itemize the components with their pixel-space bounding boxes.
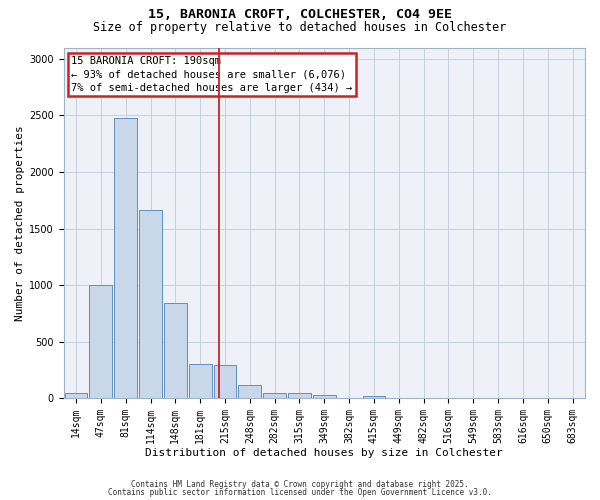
X-axis label: Distribution of detached houses by size in Colchester: Distribution of detached houses by size … <box>145 448 503 458</box>
Bar <box>164 304 187 398</box>
Text: Contains HM Land Registry data © Crown copyright and database right 2025.: Contains HM Land Registry data © Crown c… <box>131 480 469 489</box>
Bar <box>214 365 236 398</box>
Text: Contains public sector information licensed under the Open Government Licence v3: Contains public sector information licen… <box>108 488 492 497</box>
Bar <box>114 118 137 398</box>
Bar <box>263 392 286 398</box>
Bar <box>89 284 112 399</box>
Bar <box>362 396 385 398</box>
Bar <box>189 364 212 398</box>
Bar <box>313 395 336 398</box>
Text: 15 BARONIA CROFT: 190sqm
← 93% of detached houses are smaller (6,076)
7% of semi: 15 BARONIA CROFT: 190sqm ← 93% of detach… <box>71 56 353 92</box>
Y-axis label: Number of detached properties: Number of detached properties <box>15 125 25 321</box>
Text: Size of property relative to detached houses in Colchester: Size of property relative to detached ho… <box>94 21 506 34</box>
Bar <box>65 392 88 398</box>
Bar <box>139 210 162 398</box>
Bar <box>238 385 261 398</box>
Bar <box>288 392 311 398</box>
Text: 15, BARONIA CROFT, COLCHESTER, CO4 9EE: 15, BARONIA CROFT, COLCHESTER, CO4 9EE <box>148 8 452 20</box>
